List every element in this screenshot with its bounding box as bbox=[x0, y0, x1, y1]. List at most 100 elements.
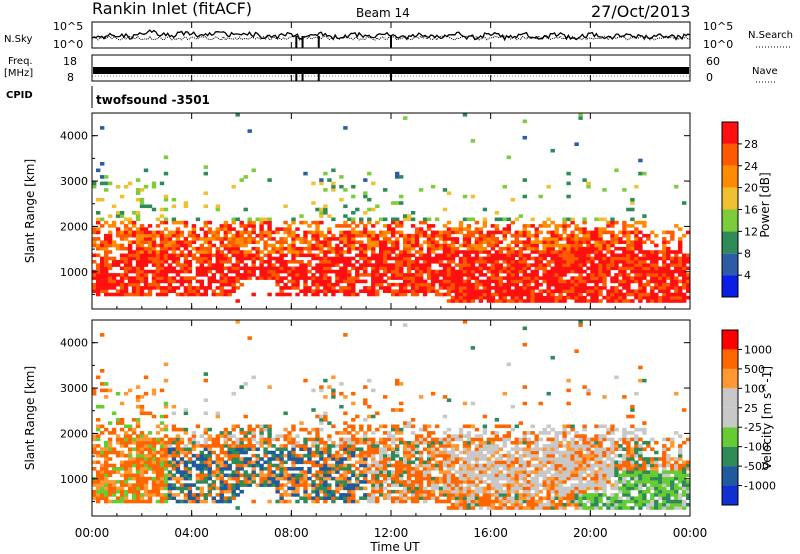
power-cell bbox=[418, 246, 424, 251]
power-cell bbox=[187, 260, 193, 264]
power-cell bbox=[251, 269, 256, 274]
power-cell bbox=[371, 243, 376, 248]
power-cell bbox=[175, 263, 181, 267]
power-cell bbox=[195, 269, 201, 274]
velocity-cell bbox=[359, 480, 364, 484]
power-cell bbox=[574, 227, 579, 231]
velocity-cell bbox=[347, 467, 352, 471]
velocity-cell bbox=[155, 470, 161, 474]
power-cell bbox=[123, 276, 129, 280]
velocity-cell bbox=[462, 473, 468, 478]
power-cell bbox=[478, 279, 484, 284]
velocity-cell bbox=[494, 418, 500, 422]
power-cell bbox=[243, 230, 248, 235]
velocity-cell bbox=[163, 486, 169, 491]
power-cell bbox=[462, 256, 468, 261]
velocity-cell bbox=[355, 480, 360, 484]
power-cell bbox=[319, 240, 324, 244]
velocity-cell bbox=[215, 414, 220, 419]
power-cell bbox=[115, 273, 121, 277]
velocity-cell bbox=[235, 457, 240, 461]
velocity-cell bbox=[438, 444, 444, 448]
velocity-cell bbox=[219, 499, 224, 504]
cpid-row: CPID twofsound -3501 bbox=[6, 86, 210, 108]
velocity-cell bbox=[143, 476, 149, 481]
velocity-cell bbox=[323, 486, 328, 491]
power-cell bbox=[371, 253, 376, 258]
velocity-cell bbox=[343, 476, 348, 481]
power-cell bbox=[458, 250, 464, 254]
power-cell bbox=[502, 282, 507, 287]
velocity-cell bbox=[494, 506, 500, 510]
velocity-cell bbox=[335, 457, 340, 461]
nsky-line bbox=[91, 29, 691, 42]
power-cell bbox=[135, 273, 141, 277]
power-cell bbox=[570, 217, 575, 222]
velocity-cell bbox=[450, 496, 456, 500]
power-cell bbox=[187, 279, 193, 284]
power-cell bbox=[474, 220, 480, 225]
power-cell bbox=[482, 279, 488, 284]
power-cell bbox=[530, 224, 535, 228]
velocity-cell bbox=[403, 323, 408, 327]
power-cell bbox=[466, 227, 472, 231]
velocity-cell bbox=[243, 444, 248, 448]
velocity-cell bbox=[406, 447, 412, 451]
velocity-cell bbox=[379, 483, 384, 487]
power-cell bbox=[418, 233, 424, 238]
velocity-cell bbox=[247, 427, 252, 432]
power-cell bbox=[554, 269, 559, 274]
power-cell bbox=[570, 240, 575, 244]
power-cell bbox=[474, 243, 480, 248]
velocity-cell bbox=[410, 467, 416, 471]
power-cell bbox=[626, 240, 631, 244]
velocity-cell bbox=[191, 444, 197, 448]
velocity-cell bbox=[127, 467, 133, 471]
power-cell bbox=[147, 204, 153, 209]
power-cell bbox=[482, 250, 488, 254]
velocity-cell bbox=[422, 460, 428, 465]
velocity-cell bbox=[303, 473, 308, 478]
power-cell bbox=[678, 286, 683, 290]
power-cell bbox=[259, 263, 264, 267]
velocity-cell bbox=[399, 480, 404, 484]
power-cell bbox=[670, 279, 675, 284]
velocity-cell bbox=[343, 447, 348, 451]
velocity-cell bbox=[191, 447, 197, 451]
power-cell bbox=[343, 188, 348, 192]
power-cell bbox=[107, 282, 113, 287]
velocity-cell bbox=[123, 483, 129, 487]
power-cell bbox=[195, 250, 201, 254]
power-cell bbox=[287, 273, 292, 277]
velocity-cell bbox=[522, 447, 527, 451]
velocity-cell bbox=[530, 499, 535, 504]
power-cell bbox=[462, 227, 468, 231]
power-cell bbox=[526, 224, 531, 228]
power-cell bbox=[323, 292, 328, 297]
velocity-cell bbox=[482, 447, 488, 451]
power-cell bbox=[339, 276, 344, 280]
power-cell bbox=[430, 273, 436, 277]
power-cell bbox=[566, 194, 571, 199]
power-cell bbox=[414, 230, 420, 235]
velocity-cell bbox=[167, 440, 173, 445]
velocity-cell bbox=[179, 476, 185, 481]
power-cell bbox=[566, 260, 571, 264]
power-cell bbox=[391, 201, 396, 205]
power-cell bbox=[403, 214, 408, 218]
velocity-cell bbox=[179, 483, 185, 487]
velocity-cell bbox=[107, 493, 113, 497]
power-cell bbox=[474, 292, 480, 297]
power-cell bbox=[135, 276, 141, 280]
velocity-cell bbox=[363, 460, 368, 465]
velocity-cell bbox=[211, 470, 216, 474]
power-cell bbox=[271, 230, 276, 235]
velocity-cell bbox=[450, 460, 456, 465]
velocity-cell bbox=[96, 470, 101, 474]
power-cell bbox=[578, 250, 583, 254]
power-cell bbox=[359, 243, 364, 248]
power-cell bbox=[383, 289, 388, 293]
velocity-cell bbox=[510, 453, 515, 458]
power-cell bbox=[263, 243, 268, 248]
power-cell bbox=[107, 224, 113, 228]
